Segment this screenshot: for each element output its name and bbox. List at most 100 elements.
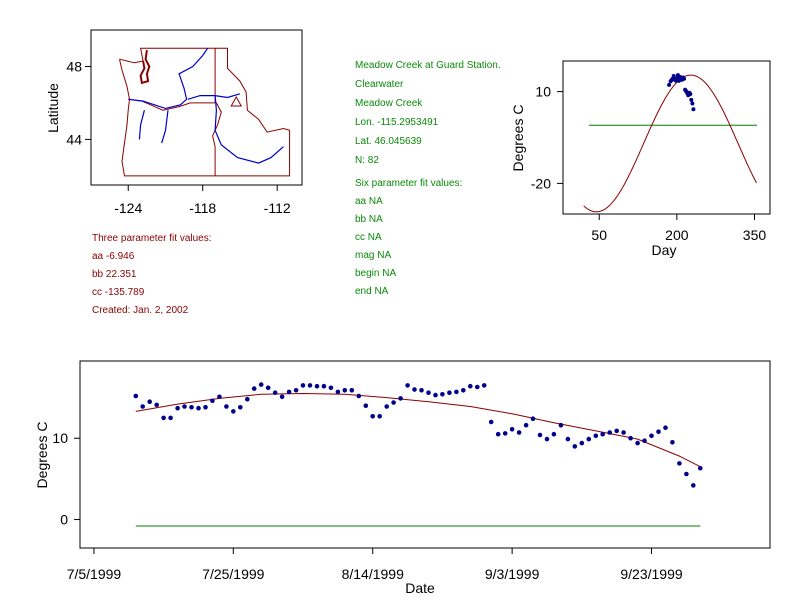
date-data-point: [370, 414, 376, 419]
three-param-line: aa -6.946: [92, 251, 135, 262]
station-info-line: Clearwater: [355, 79, 404, 90]
date-x-tick-label: 9/3/1999: [485, 566, 540, 582]
date-data-point: [433, 392, 438, 398]
date-data-point: [537, 432, 543, 438]
date-y-tick-label: 10: [52, 430, 68, 446]
map-state-borders: [119, 47, 291, 177]
date-data-point: [454, 389, 459, 395]
date-data-point: [468, 383, 473, 389]
date-data-point: [656, 429, 661, 435]
map-x-tick-label: -124: [114, 200, 142, 216]
date-data-point: [509, 427, 515, 432]
date-y-tick-label: 0: [60, 512, 68, 528]
date-data-point: [363, 403, 369, 409]
six-param-line: Six parameter fit values:: [355, 178, 462, 189]
date-x-label: Date: [405, 580, 435, 596]
date-data-point: [293, 388, 299, 393]
date-data-point: [565, 436, 571, 442]
date-data-point: [670, 440, 675, 445]
date-data-point: [691, 483, 696, 488]
date-data-point: [377, 414, 383, 419]
date-data-point: [140, 404, 145, 409]
day-data-point: [691, 107, 696, 112]
map-border-line: [119, 47, 291, 177]
day-data-point: [671, 74, 676, 78]
date-data-point: [551, 431, 557, 437]
date-data-point: [649, 433, 654, 439]
date-data-point: [502, 431, 508, 436]
date-data-point: [356, 393, 362, 399]
day-y-label: Degrees C: [510, 105, 526, 172]
station-info-line: N: 82: [355, 155, 379, 166]
date-data-point: [196, 405, 201, 411]
map-x-ticks: -124 -118 -112: [114, 185, 291, 216]
date-x-tick-label: 7/25/1999: [202, 566, 264, 582]
date-data-point: [684, 471, 689, 477]
date-data-point: [426, 390, 431, 396]
map-y-tick-label: 48: [66, 58, 82, 74]
day-x-tick-label: 200: [665, 227, 689, 243]
date-x-tick-label: 9/23/1999: [620, 566, 682, 582]
date-data-point: [154, 402, 159, 408]
day-x-tick-label: 350: [743, 227, 767, 243]
map-y-label: Latitude: [45, 83, 61, 133]
date-data-point: [328, 385, 334, 391]
date-data-point: [398, 396, 403, 401]
date-data-point: [182, 404, 187, 409]
date-data-point: [635, 440, 640, 446]
station-info-line: Meadow Creek at Guard Station.: [355, 60, 501, 71]
three-param-line: Created: Jan. 2, 2002: [92, 305, 189, 316]
date-data-point: [495, 431, 501, 437]
date-data-point: [698, 466, 703, 471]
three-param-line: Three parameter fit values:: [92, 233, 212, 244]
date-data-point: [231, 409, 236, 414]
date-series-panel: 7/5/1999 7/25/1999 8/14/1999 9/3/1999 9/23/1…: [34, 360, 771, 596]
map-coastline: [139, 49, 151, 85]
date-data-point: [593, 433, 599, 439]
date-data-point: [307, 383, 313, 388]
date-data-point: [677, 461, 682, 466]
map-river-line: [214, 95, 284, 164]
date-data-point: [405, 383, 410, 388]
date-data-point: [342, 388, 348, 393]
date-data-point: [286, 389, 292, 395]
map-x-tick-label: -118: [189, 200, 216, 216]
six-param-line: cc NA: [355, 232, 382, 243]
date-data-point: [133, 393, 139, 399]
date-data-point: [384, 404, 390, 409]
day-data-point: [689, 97, 694, 102]
day-plot-frame: [562, 60, 771, 215]
date-data-point: [447, 390, 452, 396]
day-of-year-panel: 50 200 350 10 -20 Day Degrees C: [510, 60, 771, 258]
date-data-point: [300, 383, 306, 388]
map-river-line: [161, 110, 169, 144]
map-x-tick-label: -112: [264, 200, 291, 216]
date-data-point: [488, 419, 494, 425]
date-data-point: [238, 405, 243, 410]
day-data-point: [682, 76, 687, 81]
map-y-tick-label: 44: [66, 131, 82, 147]
map-rivers: [128, 47, 284, 164]
date-data-point: [203, 405, 208, 410]
six-param-line: aa NA: [355, 196, 383, 207]
station-info-line: Meadow Creek: [355, 98, 423, 109]
map-y-ticks: 48 44: [66, 58, 91, 147]
date-data-point: [544, 436, 550, 442]
date-data-point: [412, 387, 417, 392]
date-data-point: [621, 430, 626, 435]
date-data-point: [607, 430, 612, 435]
day-data-point: [688, 92, 693, 96]
date-data-point: [663, 425, 668, 431]
date-y-label: Degrees C: [34, 422, 50, 489]
date-data-point: [440, 392, 445, 397]
date-data-point: [175, 405, 180, 411]
date-data-point: [189, 405, 194, 410]
date-data-point: [321, 383, 327, 389]
six-param-line: end NA: [355, 286, 389, 297]
station-info-text: Meadow Creek at Guard Station. Clearwater…: [355, 60, 501, 166]
date-data-point: [245, 396, 250, 402]
date-data-point: [168, 415, 173, 421]
map-river-line: [138, 110, 145, 140]
date-data-point: [628, 435, 633, 441]
date-data-point: [530, 416, 536, 422]
